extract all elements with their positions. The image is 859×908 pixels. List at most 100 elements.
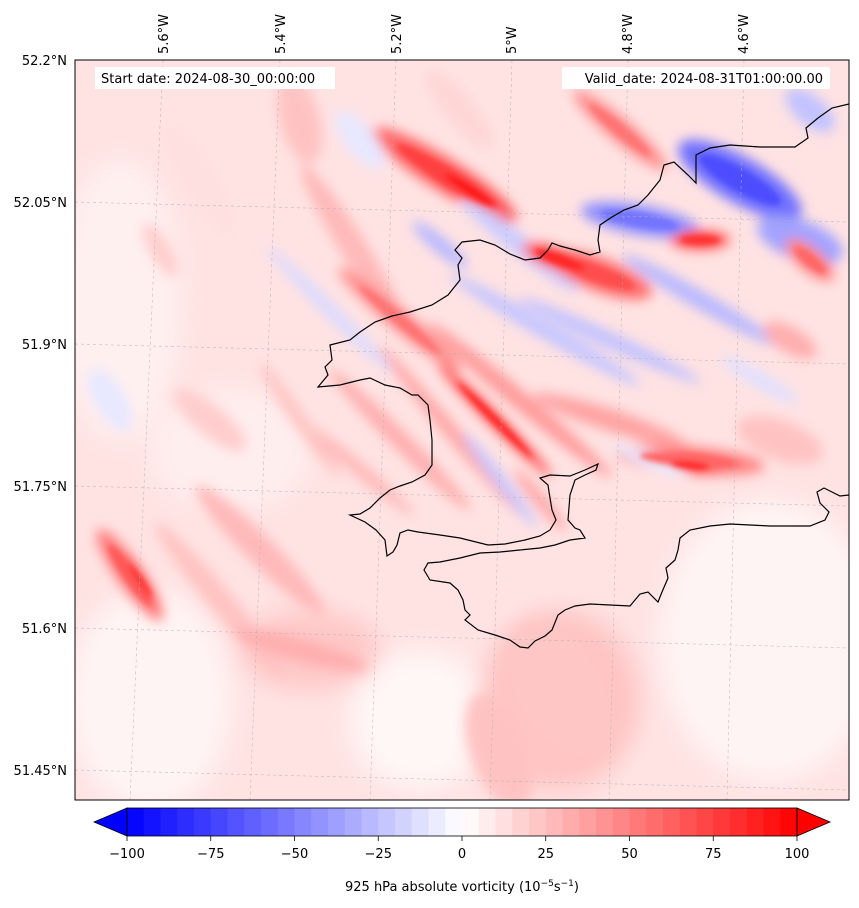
- lat-ticks: 52.2°N 52.05°N 51.9°N 51.75°N 51.6°N 51.…: [14, 54, 67, 779]
- valid-date-label: Valid_date: 2024-08-31T01:00:00.00: [585, 72, 823, 87]
- field-patch: [660, 500, 849, 780]
- vorticity-field: [75, 60, 849, 800]
- colorbar-segment: [277, 808, 295, 836]
- lat-tick-label: 51.6°N: [22, 622, 67, 637]
- map-frame: [74, 59, 850, 801]
- vorticity-core: [600, 209, 680, 231]
- colorbar-segment: [562, 808, 580, 836]
- vorticity-streak: [425, 70, 495, 150]
- colorbar-segment: [445, 808, 463, 836]
- vorticity-streak: [533, 393, 687, 447]
- vorticity-streak: [519, 297, 701, 383]
- colorbar-segment: [177, 808, 195, 836]
- vorticity-core: [534, 249, 586, 271]
- vorticity-streak: [232, 628, 368, 672]
- colorbar-segment: [127, 808, 145, 836]
- lon-tick-label: 4.6°W: [737, 14, 752, 54]
- vorticity-core: [589, 103, 651, 157]
- colorbar-tick-label: 0: [458, 847, 466, 862]
- vorticity-core: [699, 154, 781, 206]
- lon-tick-label: 5°W: [505, 26, 520, 54]
- vorticity-streak: [785, 87, 835, 133]
- colorbar-segment: [210, 808, 228, 836]
- vorticity-streak: [427, 322, 613, 478]
- colorbar-segment: [730, 808, 748, 836]
- start-date-label: Start date: 2024-08-30_00:00:00: [101, 72, 315, 87]
- colorbar-extend-right: [796, 807, 832, 837]
- vorticity-streak: [329, 369, 471, 511]
- colorbar-segment: [596, 808, 614, 836]
- vorticity-streak: [720, 356, 800, 404]
- lat-tick-label: 51.9°N: [22, 338, 67, 353]
- start-date-box: [95, 67, 335, 89]
- colorbar-segment: [478, 808, 496, 836]
- colorbar-extend-left: [92, 807, 128, 837]
- vorticity-core: [670, 460, 710, 470]
- colorbar-segment: [311, 808, 329, 836]
- colorbar-segment: [545, 808, 563, 836]
- field-patch: [350, 650, 490, 790]
- colorbar-segment: [746, 808, 764, 836]
- colorbar-title-main: 925 hPa absolute vorticity (10: [345, 880, 541, 895]
- colorbar-title-end: ): [574, 880, 579, 895]
- vorticity-streak: [334, 111, 386, 169]
- colorbar-segment: [579, 808, 597, 836]
- vorticity-core: [358, 285, 442, 355]
- colorbar-segment: [713, 808, 731, 836]
- vorticity-streak: [465, 692, 535, 800]
- colorbar-segment: [328, 808, 346, 836]
- colorbar-title-mid: s: [554, 880, 561, 895]
- colorbar-title-exp2: −1: [561, 879, 574, 889]
- lat-tick-label: 51.75°N: [14, 480, 67, 495]
- colorbar-segment: [143, 808, 161, 836]
- lon-tick-label: 5.4°W: [274, 14, 289, 54]
- vorticity-streak: [505, 621, 615, 759]
- vorticity-streak: [462, 432, 538, 528]
- vorticity-streak: [160, 118, 240, 242]
- colorbar-title: 925 hPa absolute vorticity (10−5s−1): [345, 879, 579, 895]
- colorbar-tick-label: 50: [621, 847, 638, 862]
- colorbar-tick-label: 25: [537, 847, 554, 862]
- lat-tick-label: 52.05°N: [14, 196, 67, 211]
- colorbar-segment: [194, 808, 212, 836]
- vorticity-streak: [737, 415, 823, 465]
- lat-tick-label: 51.45°N: [14, 764, 67, 779]
- vorticity-core: [444, 173, 496, 207]
- colorbar-segment: [261, 808, 279, 836]
- colorbar-tick-label: −50: [281, 847, 308, 862]
- colorbar-segment: [696, 808, 714, 836]
- colorbar-segment: [244, 808, 262, 836]
- colorbar: −100 −75 −50 −25 0 25 50 75 100 925 hPa absolute…: [92, 807, 832, 895]
- colorbar-tick-label: 75: [705, 847, 722, 862]
- valid-date-box: [562, 67, 830, 89]
- colorbar-segment: [294, 808, 312, 836]
- vorticity-streak: [259, 362, 341, 478]
- colorbar-segment: [780, 808, 798, 836]
- colorbar-segment: [227, 808, 245, 836]
- lat-tick-label: 52.2°N: [22, 54, 67, 69]
- lon-ticks: 5.6°W 5.4°W 5.2°W 5°W 4.8°W 4.6°W: [157, 14, 752, 54]
- vorticity-streak: [763, 321, 817, 359]
- field-patch: [75, 590, 230, 800]
- colorbar-segment: [646, 808, 664, 836]
- colorbar-segment: [395, 808, 413, 836]
- colorbar-segment: [344, 808, 362, 836]
- colorbar-tick-label: −25: [365, 847, 392, 862]
- vorticity-streak: [449, 274, 641, 386]
- vorticity-streak: [88, 368, 132, 432]
- colorbar-segment: [378, 808, 396, 836]
- colorbar-tick-label: −75: [197, 847, 224, 862]
- vorticity-streak: [513, 469, 567, 531]
- vorticity-core: [680, 235, 720, 245]
- coastline: [316, 103, 849, 649]
- vorticity-core: [128, 563, 152, 597]
- lon-tick-label: 5.6°W: [157, 14, 172, 54]
- vorticity-streak: [277, 76, 323, 164]
- colorbar-segment: [462, 808, 480, 836]
- coastline-main: [316, 103, 849, 649]
- colorbar-segment: [160, 808, 178, 836]
- colorbar-segment: [529, 808, 547, 836]
- vorticity-streak: [195, 485, 325, 615]
- colorbar-segment: [512, 808, 530, 836]
- colorbar-title-exp1: −5: [541, 879, 554, 889]
